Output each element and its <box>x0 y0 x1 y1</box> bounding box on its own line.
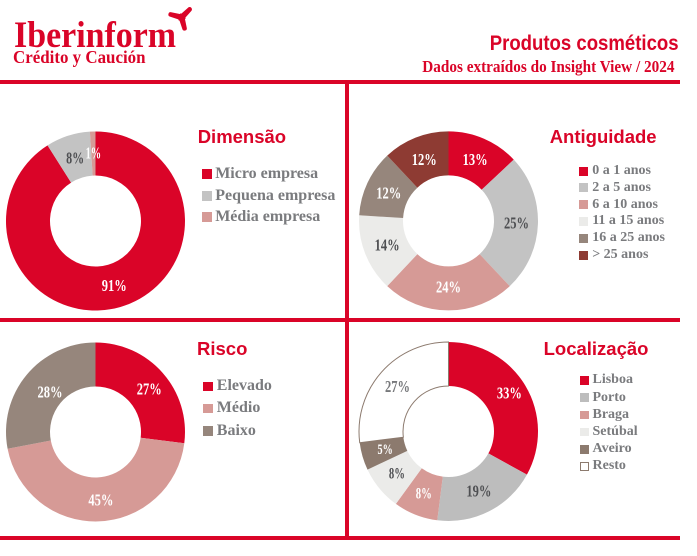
svg-text:8%: 8% <box>66 149 84 168</box>
svg-text:45%: 45% <box>88 491 113 510</box>
svg-text:28%: 28% <box>38 382 63 401</box>
svg-text:14%: 14% <box>375 236 400 255</box>
svg-text:33%: 33% <box>497 384 522 403</box>
svg-text:25%: 25% <box>504 214 529 233</box>
svg-text:8%: 8% <box>416 485 432 502</box>
svg-text:1%: 1% <box>86 144 102 163</box>
svg-text:27%: 27% <box>385 377 410 396</box>
svg-text:91%: 91% <box>102 276 127 295</box>
svg-text:19%: 19% <box>466 482 491 501</box>
svg-text:12%: 12% <box>412 150 437 169</box>
svg-text:12%: 12% <box>376 183 401 202</box>
svg-text:27%: 27% <box>137 380 162 399</box>
svg-text:5%: 5% <box>378 442 393 458</box>
svg-text:13%: 13% <box>463 150 488 169</box>
svg-text:8%: 8% <box>389 466 405 483</box>
svg-text:24%: 24% <box>436 277 461 296</box>
